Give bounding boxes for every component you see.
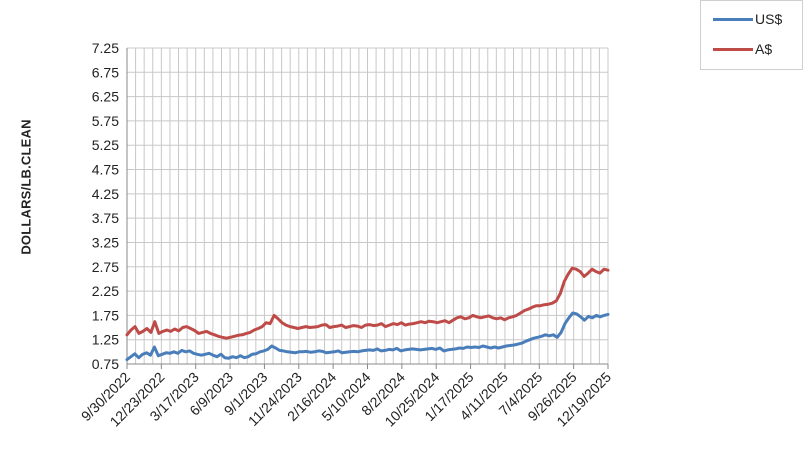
legend-swatch-aud bbox=[713, 47, 753, 51]
y-tick-label: 0.75 bbox=[92, 356, 119, 372]
y-tick-label: 6.25 bbox=[92, 89, 119, 105]
legend: US$ A$ bbox=[700, 0, 803, 70]
y-axis-ticks: 7.25 6.75 6.25 5.75 5.25 4.75 4.25 3.75 3.25 2.75… bbox=[92, 40, 119, 372]
y-tick-label: 4.75 bbox=[92, 162, 119, 178]
y-tick-label: 4.25 bbox=[92, 186, 119, 202]
series-line-0 bbox=[125, 311, 610, 362]
y-tick-label: 2.75 bbox=[92, 259, 119, 275]
x-axis-ticks: 9/30/202212/23/20223/17/20236/9/20239/1/… bbox=[78, 364, 614, 430]
legend-item-usd: US$ bbox=[713, 11, 782, 27]
y-tick-label: 1.75 bbox=[92, 307, 119, 323]
y-tick-label: 6.75 bbox=[92, 64, 119, 80]
y-tick-label: 5.25 bbox=[92, 137, 119, 153]
y-tick-label: 5.75 bbox=[92, 113, 119, 129]
y-tick-label: 3.75 bbox=[92, 210, 119, 226]
legend-swatch-usd bbox=[713, 17, 753, 21]
series-line-1 bbox=[125, 266, 610, 340]
y-tick-label: 7.25 bbox=[92, 40, 119, 56]
legend-item-aud: A$ bbox=[713, 41, 772, 57]
series-lines bbox=[125, 266, 610, 362]
y-axis-label: DOLLARS/LB.CLEAN bbox=[18, 119, 34, 255]
y-tick-label: 1.25 bbox=[92, 332, 119, 348]
y-tick-label: 3.25 bbox=[92, 234, 119, 250]
legend-label-aud: A$ bbox=[755, 41, 773, 57]
grid bbox=[126, 47, 609, 365]
legend-label-usd: US$ bbox=[755, 11, 783, 27]
y-tick-label: 2.25 bbox=[92, 283, 119, 299]
